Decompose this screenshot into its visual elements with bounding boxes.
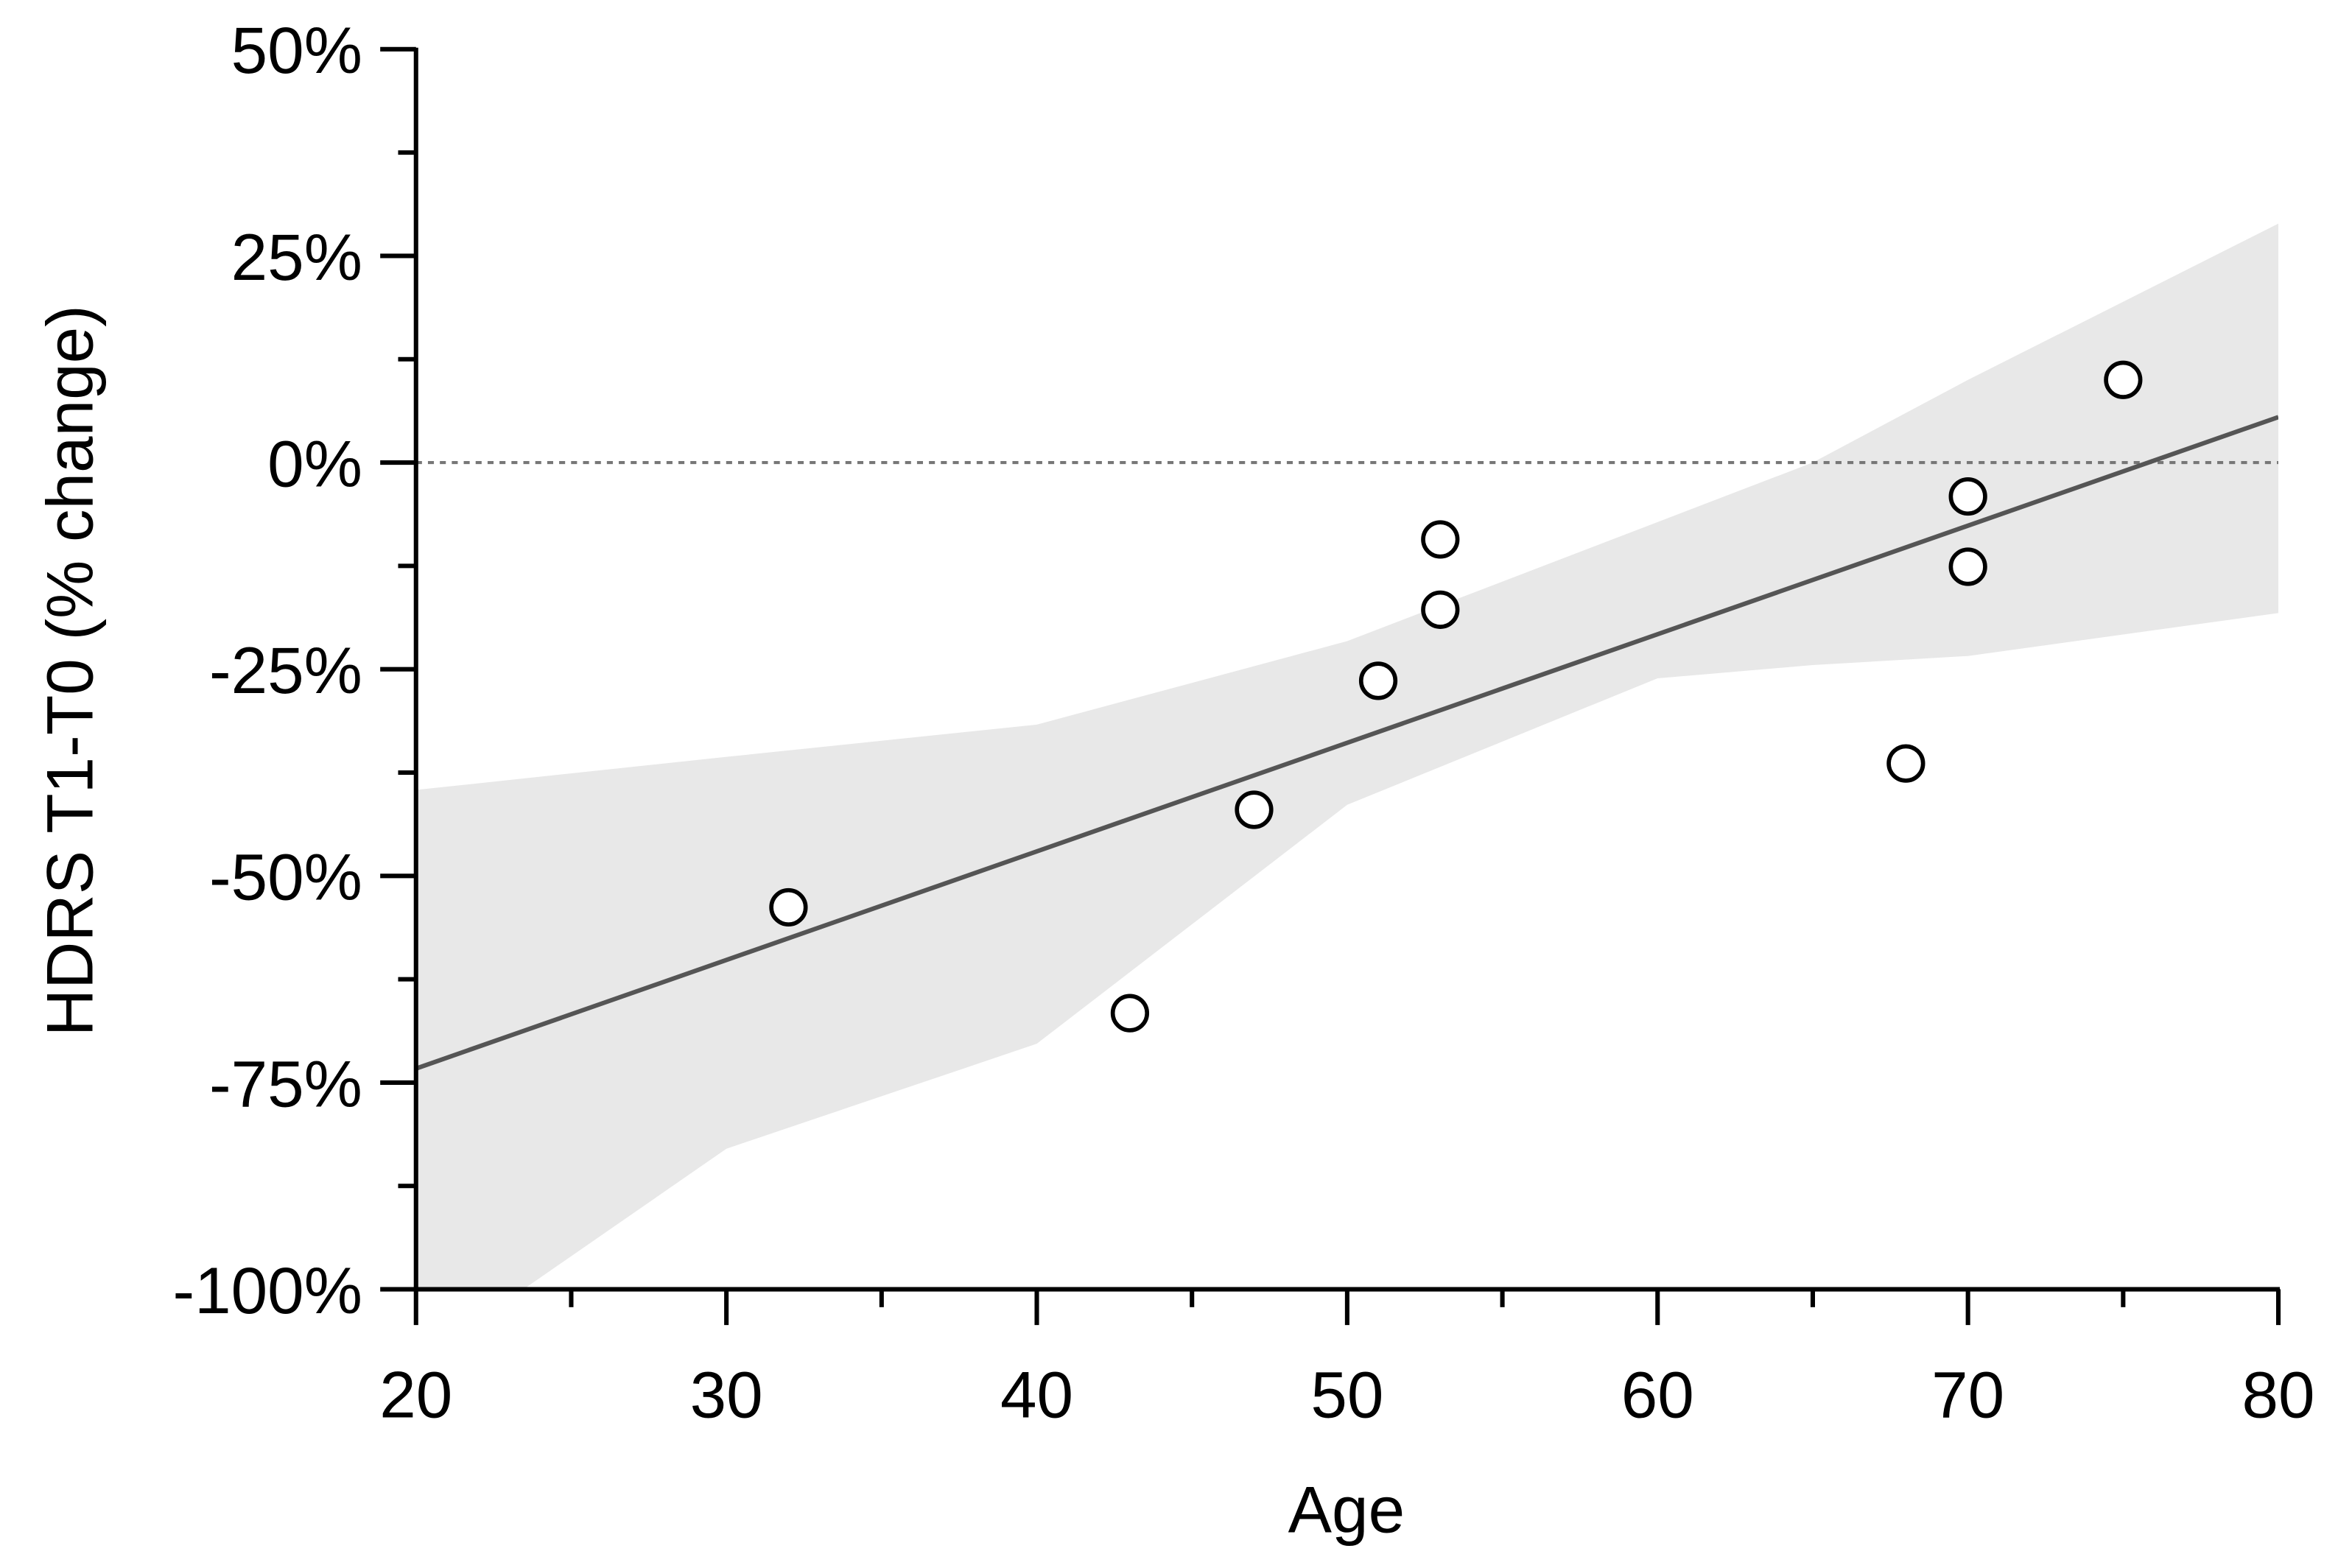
x-tick-label: 80: [2242, 1358, 2314, 1432]
x-tick-label: 30: [690, 1358, 763, 1432]
data-point: [2104, 360, 2143, 399]
data-point: [1886, 744, 1925, 783]
data-point: [1235, 790, 1274, 829]
y-tick-label: -75%: [209, 1047, 362, 1120]
data-point: [1948, 547, 1987, 586]
y-tick-label: -100%: [172, 1254, 362, 1327]
data-point: [1110, 994, 1150, 1033]
regression-line: [415, 415, 2279, 1071]
x-axis-label: Age: [1288, 1472, 1405, 1546]
x-tick-label: 60: [1621, 1358, 1694, 1432]
y-tick-label: -50%: [209, 840, 362, 914]
data-point: [1421, 590, 1460, 629]
y-tick-label: 0%: [267, 426, 362, 500]
y-tick-label: -25%: [209, 633, 362, 707]
confidence-band: [415, 223, 2279, 1290]
data-point: [1358, 661, 1398, 700]
data-point: [769, 887, 808, 927]
y-tick-label: 50%: [231, 13, 362, 87]
x-tick-label: 50: [1310, 1358, 1383, 1432]
y-axis-label: HDRS T1-T0 (% change): [32, 305, 106, 1036]
x-tick-label: 70: [1931, 1358, 2004, 1432]
plot-area: [415, 223, 2279, 1290]
x-tick-label: 40: [1000, 1358, 1073, 1432]
x-tick-label: 20: [379, 1358, 452, 1432]
y-tick-label: 25%: [231, 220, 362, 294]
data-point: [1421, 520, 1460, 559]
data-point: [1948, 477, 1987, 516]
